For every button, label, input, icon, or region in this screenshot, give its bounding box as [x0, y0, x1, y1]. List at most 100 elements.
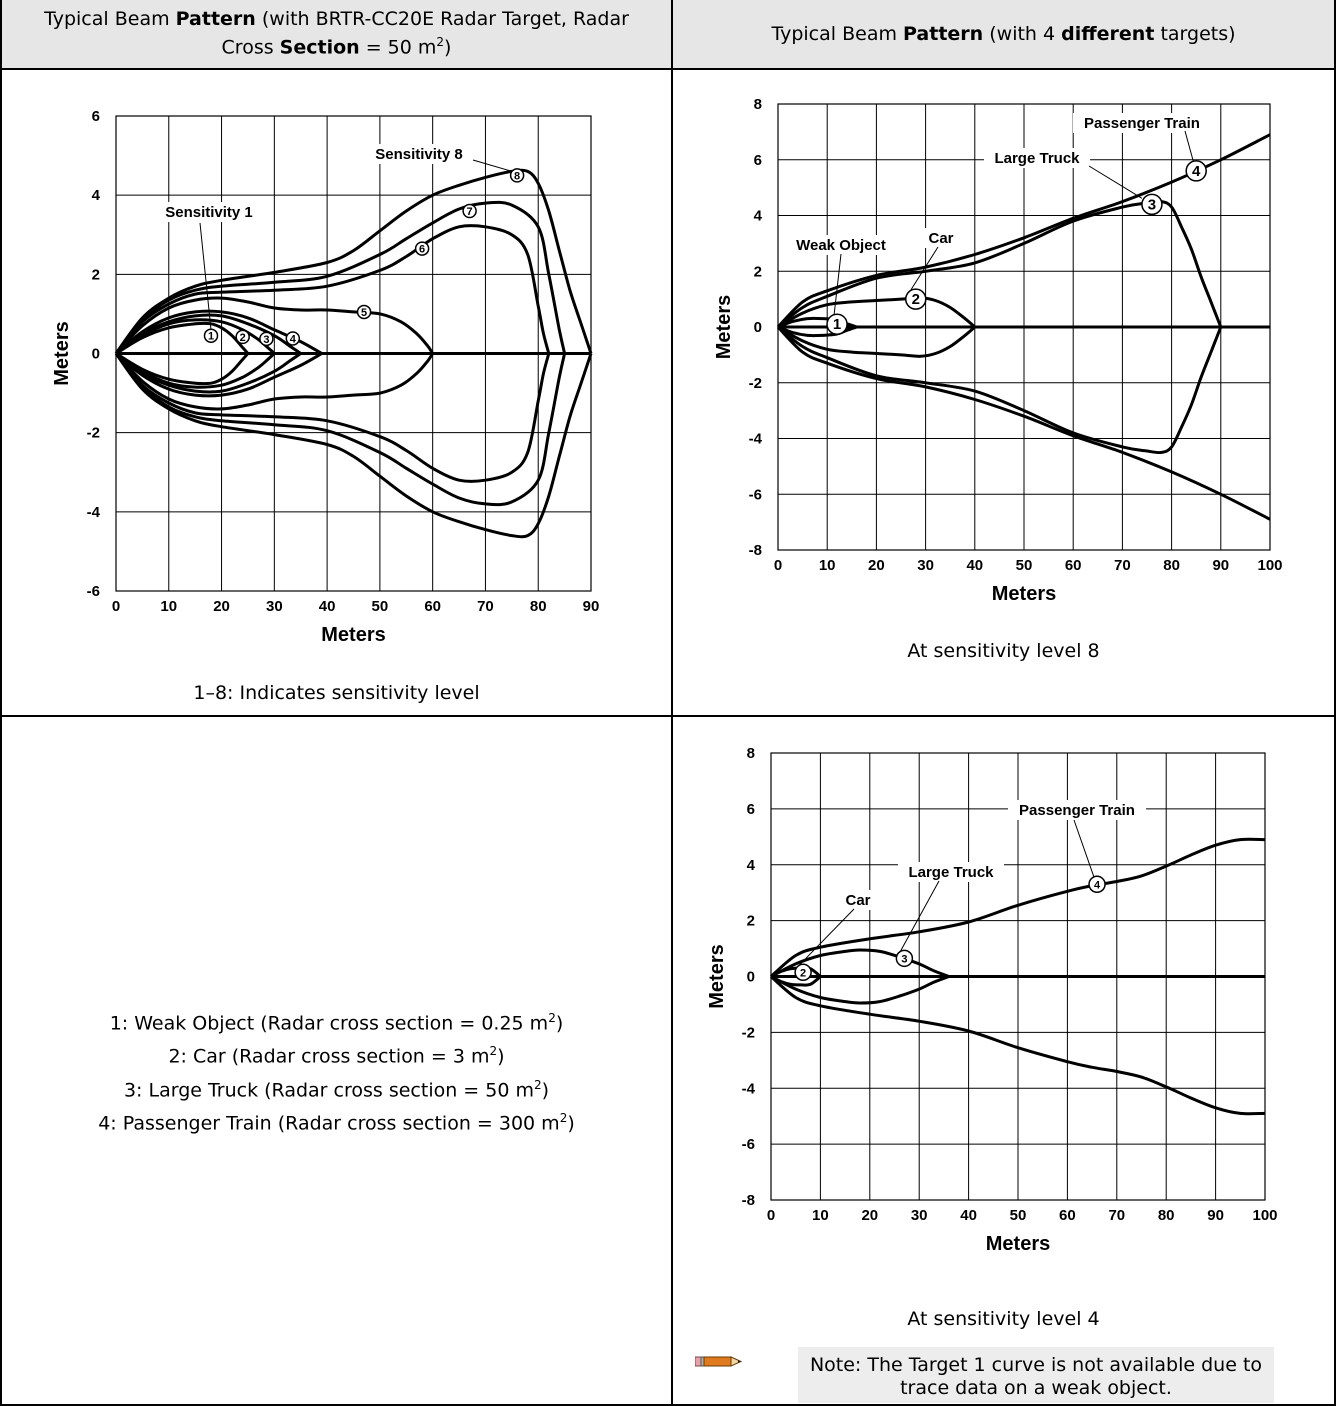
annotation-label-bg: [1008, 800, 1146, 820]
annotation-label-bg: [984, 148, 1090, 168]
series-marker-label: 2: [912, 291, 920, 308]
annotation-label-bg: [363, 144, 475, 164]
annotation-leader-line: [910, 246, 939, 291]
x-tick-label: 0: [767, 1207, 775, 1224]
annotation-leader-line: [1073, 819, 1095, 878]
series-marker-circle: [356, 304, 372, 320]
series-marker-label: 7: [467, 206, 473, 218]
x-tick-label: 80: [1158, 1207, 1175, 1224]
series-marker-label: 8: [514, 170, 520, 182]
y-tick-label: -2: [749, 375, 762, 392]
annotation-label-bg: [839, 890, 877, 910]
legend-item: 3: Large Truck (Radar cross section = 50…: [123, 1077, 550, 1101]
series-marker-label: 1: [208, 331, 214, 343]
y-tick-label: -6: [87, 583, 100, 600]
y-axis-label: Meters: [713, 295, 735, 359]
y-tick-label: -8: [749, 542, 762, 559]
x-tick-label: 0: [774, 557, 782, 574]
series-2-upper: [115, 318, 276, 355]
y-tick-label: -8: [742, 1192, 755, 1209]
series-marker-circle: [509, 168, 525, 183]
series-marker-circle: [826, 313, 848, 335]
y-tick-label: -4: [749, 431, 763, 448]
annotation-label-bg: [1073, 113, 1211, 133]
annotation-leader-line: [472, 159, 513, 172]
series-marker-label: 1: [833, 316, 841, 333]
annotation-label: Passenger Train: [1019, 802, 1135, 819]
series-marker-circle: [235, 329, 250, 345]
y-tick-label: 6: [92, 108, 100, 125]
series-marker-circle: [462, 203, 477, 219]
series-marker-label: 4: [290, 333, 297, 345]
series-marker-circle: [794, 963, 812, 982]
series-3-upper: [770, 948, 950, 978]
y-tick-label: 6: [747, 801, 755, 818]
x-tick-label: 50: [1016, 557, 1033, 574]
series-6-lower: [114, 352, 551, 483]
annotation-label: Sensitivity 1: [165, 204, 253, 221]
header-right-text: Typical Beam Pattern (with 4 different t…: [771, 22, 1236, 45]
series-marker-circle: [895, 949, 914, 968]
series-marker-label: 3: [1148, 196, 1156, 213]
x-tick-label: 10: [812, 1207, 829, 1224]
chart3-caption: At sensitivity level 4: [907, 1308, 1100, 1330]
series-1-upper: [115, 321, 250, 355]
y-tick-label: 0: [747, 969, 755, 986]
annotation-label: Weak Object: [796, 237, 886, 254]
legend-item: 4: Passenger Train (Radar cross section …: [98, 1110, 575, 1135]
series-3-lower: [777, 325, 1223, 455]
y-tick-label: 4: [747, 857, 756, 874]
series-4-upper: [770, 837, 1266, 978]
series-marker-label: 6: [419, 244, 425, 256]
y-tick-label: 2: [754, 263, 762, 280]
series-marker-circle: [1185, 160, 1207, 182]
y-tick-label: -4: [742, 1080, 756, 1097]
target-legend: 1: Weak Object (Radar cross section = 0.…: [2, 1004, 671, 1137]
annotation-leader-line: [1184, 130, 1194, 162]
x-tick-label: 80: [1163, 557, 1180, 574]
series-marker-label: 4: [1192, 163, 1201, 180]
series-6-upper: [114, 224, 551, 355]
series-2-lower: [777, 325, 976, 358]
x-tick-label: 90: [583, 598, 600, 615]
x-tick-label: 20: [213, 598, 230, 615]
series-4-lower: [776, 325, 1271, 521]
x-tick-label: 60: [424, 598, 441, 615]
x-tick-label: 30: [266, 598, 283, 615]
x-tick-label: 70: [1114, 557, 1131, 574]
legend-item: 1: Weak Object (Radar cross section = 0.…: [109, 1011, 564, 1035]
series-2-upper: [777, 296, 976, 329]
y-tick-label: -6: [742, 1136, 755, 1153]
series-3-lower: [115, 352, 302, 394]
series-marker-circle: [905, 288, 927, 310]
series-7-upper: [114, 200, 567, 355]
legend-item: 2: Car (Radar cross section = 3 m2): [168, 1044, 505, 1068]
x-tick-label: 50: [1010, 1207, 1027, 1224]
x-tick-label: 30: [917, 557, 934, 574]
series-marker-circle: [285, 331, 301, 346]
series-5-upper: [114, 296, 434, 355]
series-8-lower: [114, 352, 593, 539]
y-axis-label: Meters: [706, 944, 728, 1008]
x-axis-label: Meters: [986, 1233, 1050, 1255]
y-axis-label: Meters: [51, 321, 73, 385]
series-2-lower: [115, 352, 276, 389]
x-tick-label: 20: [868, 557, 885, 574]
y-tick-label: 8: [754, 96, 762, 113]
x-tick-label: 70: [477, 598, 494, 615]
x-tick-label: 50: [372, 598, 389, 615]
header-left: Typical Beam Pattern (with BRTR-CC20E Ra…: [2, 0, 671, 68]
x-axis-label: Meters: [321, 624, 385, 646]
series-4-upper: [776, 133, 1271, 329]
y-tick-label: 0: [92, 346, 100, 363]
series-1-lower: [115, 352, 250, 386]
series-marker-circle: [1088, 875, 1106, 894]
chart1-caption: 1–8: Indicates sensitivity level: [193, 682, 480, 704]
x-tick-label: 100: [1252, 1207, 1277, 1224]
series-marker-label: 3: [263, 334, 269, 346]
x-tick-label: 60: [1065, 557, 1082, 574]
annotation-label-bg: [922, 228, 960, 248]
series-marker-label: 2: [240, 332, 246, 344]
